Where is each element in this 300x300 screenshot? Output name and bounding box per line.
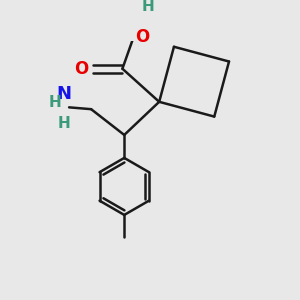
Text: O: O bbox=[74, 60, 88, 78]
Text: H: H bbox=[49, 95, 62, 110]
Text: H: H bbox=[57, 116, 70, 130]
Text: O: O bbox=[135, 28, 149, 46]
Text: H: H bbox=[142, 0, 154, 14]
Text: N: N bbox=[56, 85, 71, 103]
